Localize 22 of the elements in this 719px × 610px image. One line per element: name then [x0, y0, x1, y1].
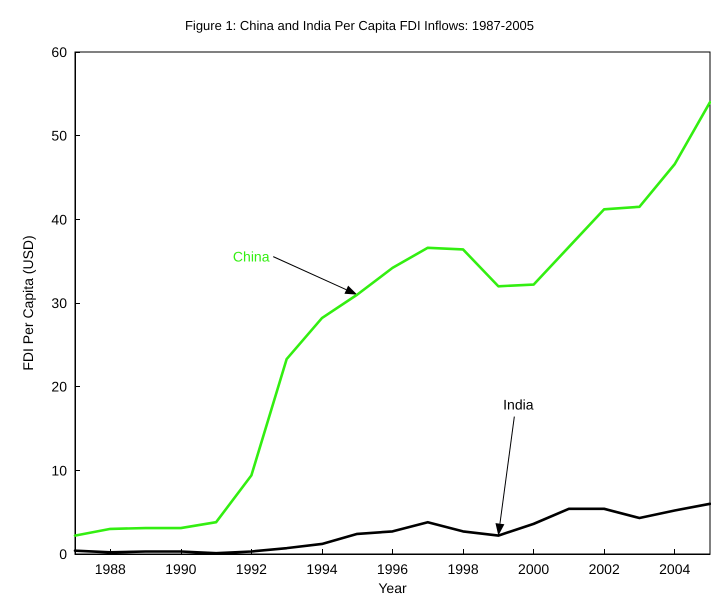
y-tick-label: 20: [51, 378, 68, 395]
y-axis-title: FDI Per Capita (USD): [20, 235, 36, 371]
x-tick-label: 2000: [518, 561, 550, 577]
x-tick-label: 1996: [376, 561, 408, 577]
x-tick-label: 2002: [588, 561, 620, 577]
y-tick-label: 40: [51, 211, 68, 228]
y-tick-label: 30: [51, 295, 68, 311]
x-tick-label: 1990: [165, 561, 197, 577]
y-tick-label: 60: [51, 44, 68, 60]
y-tick-label: 50: [51, 128, 68, 144]
x-axis-title: Year: [378, 580, 407, 596]
x-tick-label: 1988: [94, 561, 126, 577]
y-tick-label: 10: [51, 462, 68, 478]
x-tick-label: 1994: [306, 561, 338, 577]
text: China: [232, 248, 270, 265]
text: India: [503, 396, 534, 413]
x-tick-label: 1998: [447, 561, 479, 577]
x-tick-label: 1992: [236, 561, 268, 577]
chart-title: Figure 1: China and India Per Capita FDI Inflows: 1987-2005: [184, 18, 534, 33]
y-tick-label: 0: [59, 546, 68, 562]
line-series: [74, 100, 711, 537]
x-tick-label: 2004: [659, 561, 691, 577]
